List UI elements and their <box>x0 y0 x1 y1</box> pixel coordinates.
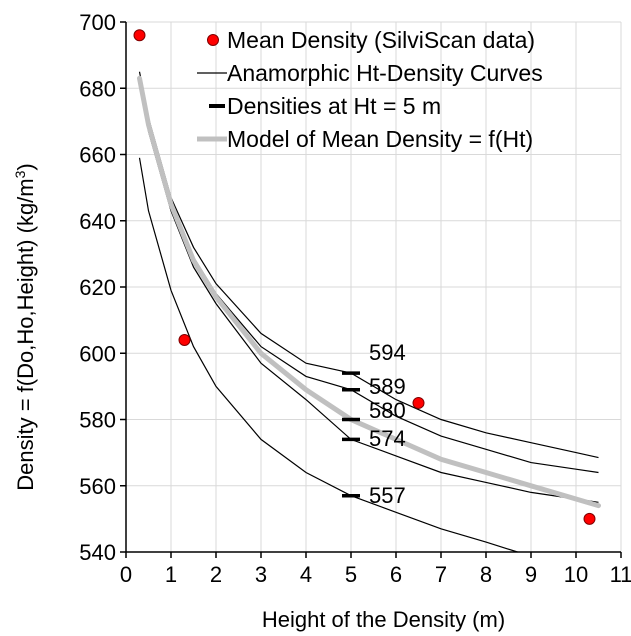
y-tick-label: 600 <box>79 341 116 366</box>
y-tick-label: 700 <box>79 10 116 35</box>
y-tick-label: 620 <box>79 275 116 300</box>
annotation-label: 580 <box>369 398 406 423</box>
axes: 0 1 2 3 4 5 6 7 8 9 10 11 540 560 580 600 620 640 660 680 70… <box>79 10 631 587</box>
anamorphic-curve <box>138 157 518 553</box>
x-tick-label: 5 <box>345 562 357 587</box>
x-tick-label: 7 <box>435 562 447 587</box>
x-tick-label: 4 <box>300 562 312 587</box>
legend-label: Mean Density (SilviScan data) <box>227 27 535 53</box>
legend-label: Densities at Ht = 5 m <box>227 93 441 119</box>
mean-density-point <box>133 29 146 42</box>
y-tick-label: 560 <box>79 474 116 499</box>
x-tick-label: 10 <box>564 562 588 587</box>
legend-swatch-mean-density <box>207 34 219 46</box>
annotation-label: 574 <box>369 426 406 451</box>
mean-density-point <box>583 512 596 525</box>
y-tick-label: 580 <box>79 408 116 433</box>
x-tick-label: 9 <box>525 562 537 587</box>
x-axis-label: Height of the Density (m) <box>262 607 505 632</box>
y-axis-label-suffix: ) <box>13 163 38 170</box>
mean-density-point <box>412 396 425 409</box>
density-curves <box>137 71 601 553</box>
anamorphic-curve <box>138 71 599 459</box>
x-tick-label: 0 <box>120 562 132 587</box>
annotation-label: 557 <box>369 483 406 508</box>
y-tick-label: 640 <box>79 209 116 234</box>
x-tick-label: 1 <box>165 562 177 587</box>
y-axis-label-superscript: 3 <box>12 170 28 178</box>
x-tick-label: 2 <box>210 562 222 587</box>
y-tick-label: 680 <box>79 76 116 101</box>
mean-density-point <box>178 334 191 346</box>
legend: Mean Density (SilviScan data) Anamorphic … <box>197 27 543 152</box>
legend-label: Model of Mean Density = f(Ht) <box>227 126 533 152</box>
x-tick-label: 8 <box>480 562 492 587</box>
y-tick-label: 540 <box>79 540 116 565</box>
x-tick-label: 3 <box>255 562 267 587</box>
x-tick-label: 6 <box>390 562 402 587</box>
x-tick-label: 11 <box>610 562 631 587</box>
annotation-label: 594 <box>369 340 406 365</box>
annotation-label: 589 <box>369 374 406 399</box>
data-marks <box>133 29 596 525</box>
legend-label: Anamorphic Ht-Density Curves <box>227 60 543 86</box>
model-mean-density-line <box>137 75 601 509</box>
y-tick-label: 660 <box>79 143 116 168</box>
y-axis-label: Density = f(Do,Ho,Height) (kg/m3) <box>12 163 38 491</box>
y-axis-label-main: Density = f(Do,Ho,Height) (kg/m <box>13 178 38 490</box>
